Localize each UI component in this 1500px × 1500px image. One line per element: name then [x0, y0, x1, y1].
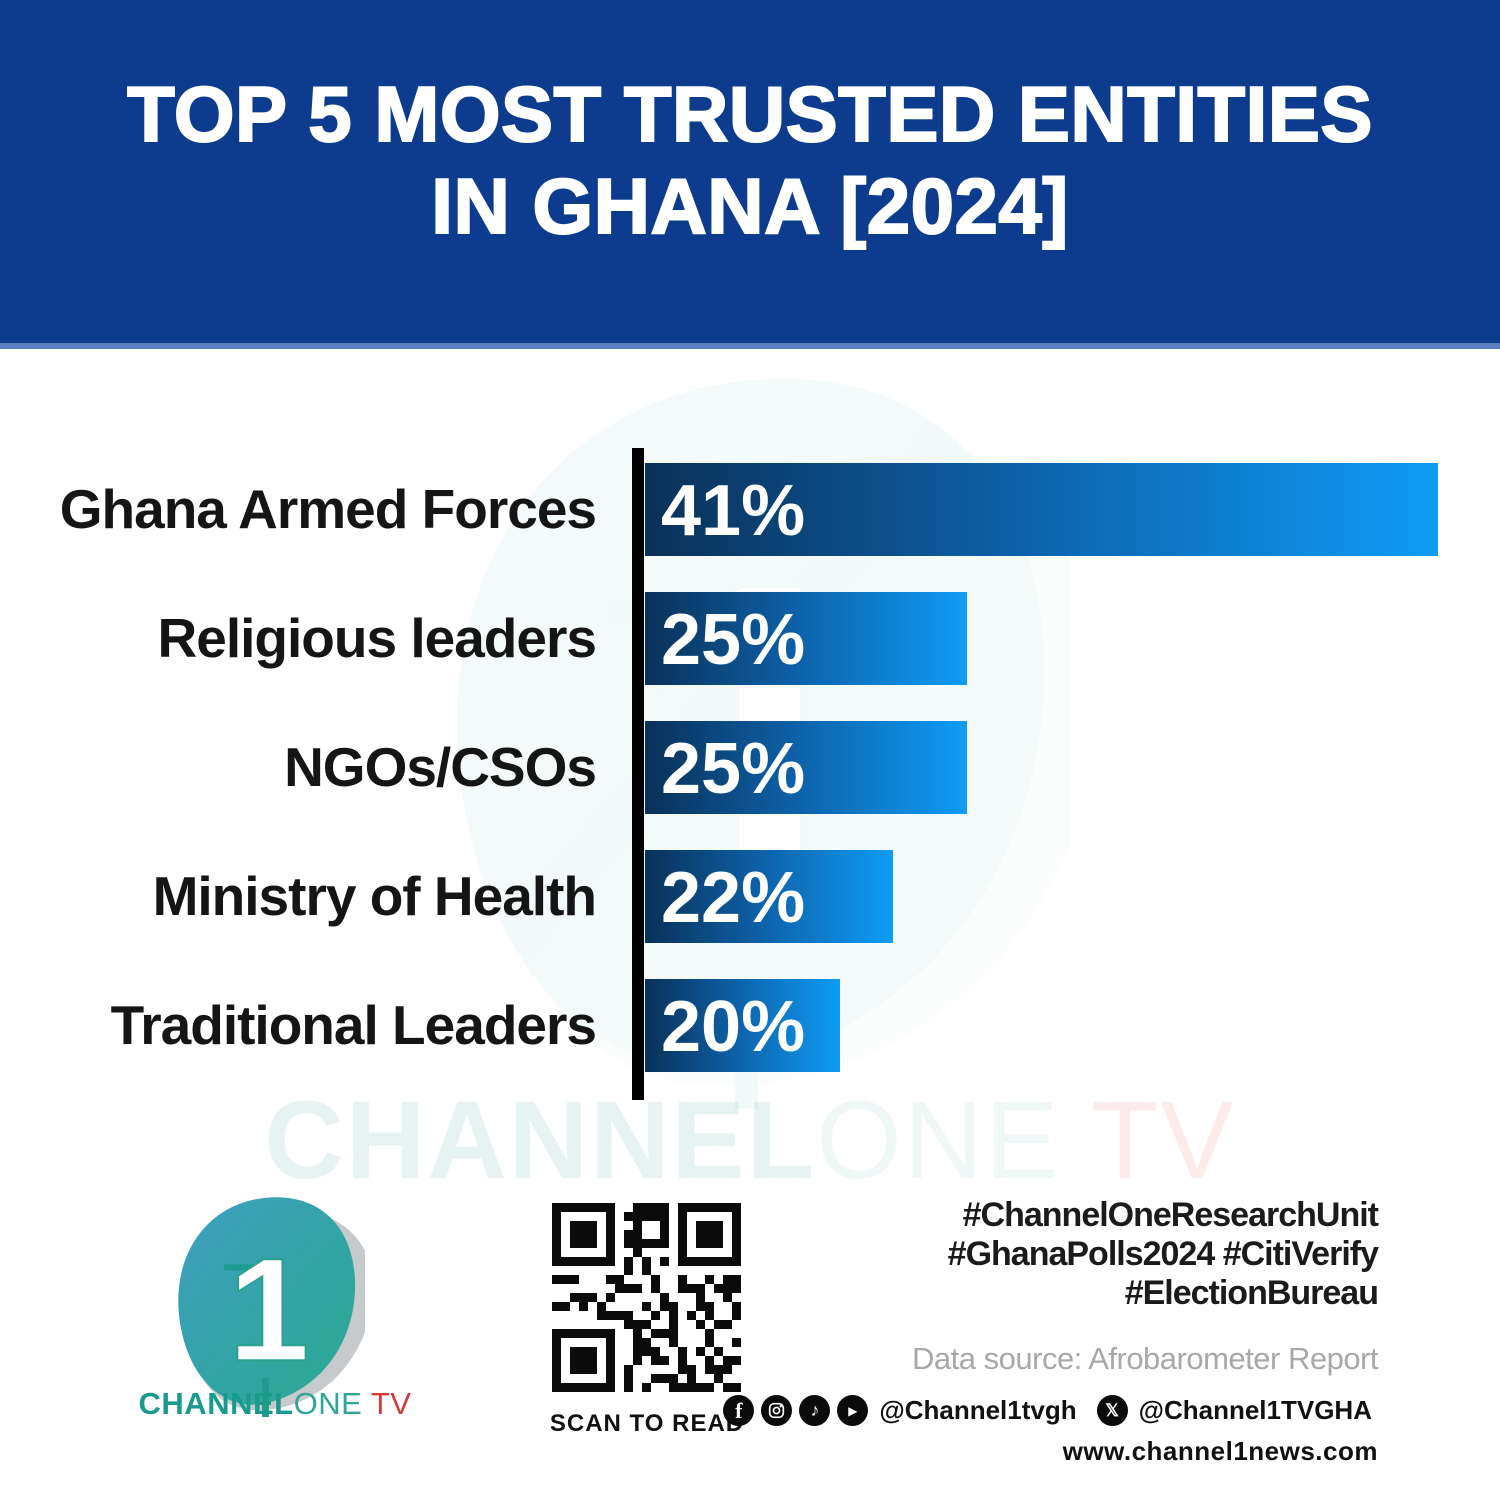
wordmark-channel: CHANNEL — [138, 1386, 294, 1421]
title-line-2: IN GHANA [2024] — [430, 161, 1069, 251]
bar-ngos-csos: 25% — [645, 721, 967, 814]
instagram-icon — [761, 1395, 793, 1426]
chart-row: Ministry of Health 22% — [0, 850, 1500, 943]
category-label-ngos-csos: NGOs/CSOs — [284, 736, 597, 798]
channel-one-wordmark: CHANNELONE TV — [95, 1386, 455, 1422]
channel-one-text-watermark: CHANNELONE TV — [0, 1086, 1500, 1196]
bar-ministry-of-health: 22% — [645, 850, 893, 943]
social-handle-main: @Channel1tvgh — [879, 1395, 1077, 1425]
hashtag-line-1: #ChannelOneResearchUnit — [962, 1196, 1379, 1234]
hashtag-line-2: #GhanaPolls2024 #CitiVerify — [947, 1235, 1379, 1273]
value-label: 22% — [661, 858, 806, 938]
qr-caption: SCAN TO READ — [549, 1410, 745, 1437]
wordmark-tv: TV — [362, 1386, 412, 1421]
chart-row: NGOs/CSOs 25% — [0, 721, 1500, 814]
x-twitter-icon: 𝕏 — [1096, 1395, 1128, 1426]
chart-row: Religious leaders 25% — [0, 592, 1500, 685]
facebook-icon: f — [723, 1395, 755, 1426]
bar-ghana-armed-forces: 41% — [645, 463, 1438, 556]
watermark-channel: CHANNEL — [264, 1079, 817, 1202]
wordmark-one: ONE — [293, 1386, 363, 1421]
watermark-tv: TV — [1060, 1079, 1236, 1202]
value-label: 25% — [661, 729, 806, 809]
value-label: 41% — [661, 471, 806, 551]
data-source-note: Data source: Afrobarometer Report — [912, 1341, 1378, 1376]
bar-religious-leaders: 25% — [645, 592, 967, 685]
channel-one-logo — [168, 1192, 365, 1417]
title-line-1: TOP 5 MOST TRUSTED ENTITIES — [126, 69, 1373, 159]
chart-row: Ghana Armed Forces 41% — [0, 463, 1500, 556]
value-label: 20% — [661, 987, 806, 1067]
hashtag-line-3: #ElectionBureau — [1124, 1274, 1379, 1312]
social-media-row: f ♪ ▶ @Channel1tvgh 𝕏 @Channel1TVGHA — [723, 1395, 1378, 1426]
category-label-religious-leaders: Religious leaders — [157, 607, 597, 669]
header-banner: TOP 5 MOST TRUSTED ENTITIES IN GHANA [20… — [0, 0, 1500, 349]
category-label-traditional-leaders: Traditional Leaders — [110, 994, 597, 1056]
watermark-one: ONE — [816, 1079, 1061, 1202]
website-url: www.channel1news.com — [1062, 1436, 1378, 1466]
tiktok-icon: ♪ — [799, 1395, 831, 1426]
bar-traditional-leaders: 20% — [645, 979, 840, 1072]
qr-code — [552, 1203, 741, 1392]
footer-right-column: #ChannelOneResearchUnit #GhanaPolls2024 … — [723, 1196, 1379, 1467]
category-label-ministry-of-health: Ministry of Health — [152, 865, 597, 927]
youtube-icon: ▶ — [837, 1395, 869, 1426]
category-label-ghana-armed-forces: Ghana Armed Forces — [59, 478, 597, 540]
chart-row: Traditional Leaders 20% — [0, 979, 1500, 1072]
social-handle-x: @Channel1TVGHA — [1138, 1395, 1372, 1425]
page-title: TOP 5 MOST TRUSTED ENTITIES IN GHANA [20… — [0, 68, 1500, 252]
chart-axis-line — [632, 448, 644, 1100]
value-label: 25% — [661, 600, 806, 680]
